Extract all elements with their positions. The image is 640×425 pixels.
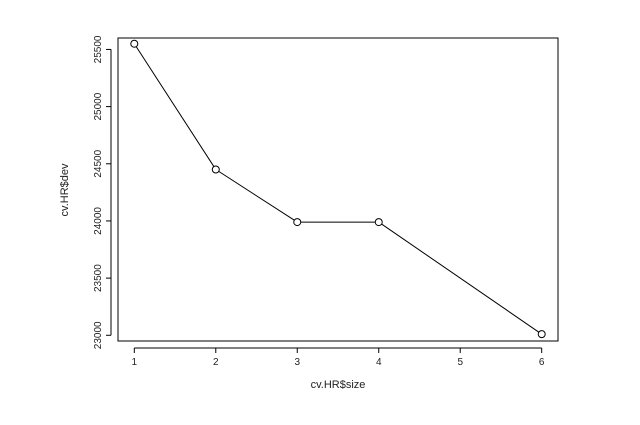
y-tick-label: 23500 <box>93 264 104 292</box>
y-tick-label: 24000 <box>93 207 104 235</box>
data-point <box>293 218 302 227</box>
x-axis-label: cv.HR$size <box>311 379 366 391</box>
y-tick-label: 25000 <box>93 92 104 120</box>
data-point <box>537 330 546 339</box>
y-tick-label: 25500 <box>93 35 104 63</box>
y-axis: 23000 23500 24000 24500 25000 25500 <box>93 35 112 349</box>
series-line-segment <box>218 170 295 221</box>
data-point <box>374 218 383 227</box>
x-tick-label: 5 <box>457 357 463 368</box>
x-tick-label: 2 <box>213 357 219 368</box>
plot-frame <box>117 37 559 342</box>
y-axis-label: cv.HR$dev <box>59 163 71 216</box>
x-tick-label: 3 <box>294 357 300 368</box>
series-layer <box>130 39 546 339</box>
data-point <box>130 39 139 48</box>
data-point <box>211 165 220 174</box>
x-tick-label: 6 <box>539 357 545 368</box>
x-tick-label: 1 <box>132 357 138 368</box>
series-line-segment <box>135 46 215 167</box>
y-tick-label: 24500 <box>93 149 104 177</box>
x-tick-label: 4 <box>376 357 382 368</box>
y-tick-label: 23000 <box>93 321 104 349</box>
series-line-segment <box>381 223 540 333</box>
x-axis: 1 2 3 4 5 6 <box>132 347 545 368</box>
